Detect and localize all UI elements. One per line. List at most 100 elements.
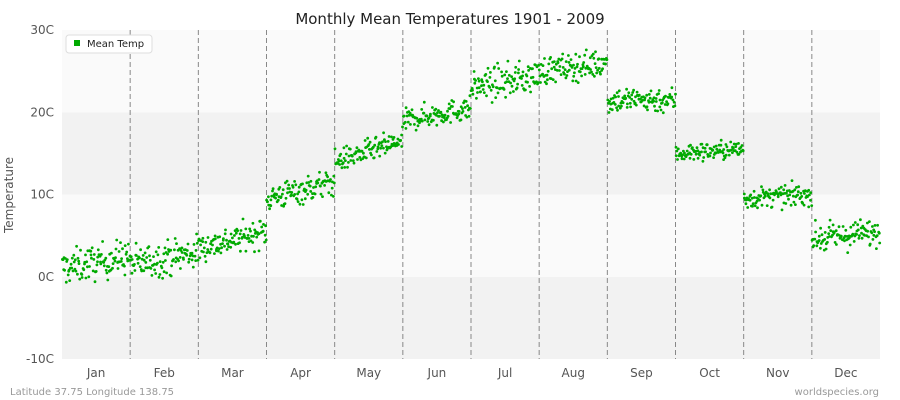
data-point [468, 94, 472, 98]
data-point [236, 229, 240, 233]
data-point [878, 241, 882, 245]
data-point [837, 225, 841, 229]
data-point [186, 242, 190, 246]
data-point [485, 94, 488, 98]
data-point [827, 225, 831, 229]
data-point [520, 84, 524, 87]
data-point [845, 235, 849, 238]
data-point [74, 269, 78, 273]
data-point [567, 54, 570, 57]
data-point [383, 151, 387, 155]
data-point [314, 185, 318, 189]
data-point [641, 99, 644, 102]
data-point [817, 234, 821, 238]
y-axis-ticks: -10C 0C 10C 20C 30C [26, 23, 54, 366]
data-point [877, 231, 881, 235]
data-point [303, 197, 307, 201]
data-point [740, 144, 744, 147]
data-point [839, 234, 843, 238]
data-point [457, 110, 461, 113]
y-tick-label: 20C [30, 105, 54, 119]
data-point [381, 140, 384, 144]
data-point [645, 93, 649, 97]
data-point [856, 228, 860, 232]
data-point [474, 79, 477, 82]
data-point [473, 81, 477, 85]
data-point [107, 265, 111, 268]
data-point [194, 249, 198, 252]
data-point [819, 246, 822, 250]
data-point [489, 88, 493, 92]
data-point [465, 115, 469, 119]
x-tick-label: Sep [630, 366, 653, 380]
data-point [531, 67, 534, 70]
data-point [375, 150, 379, 153]
data-point [318, 170, 321, 174]
data-point [499, 86, 502, 90]
data-point [249, 229, 252, 233]
data-point [239, 229, 243, 232]
data-point [221, 242, 224, 246]
data-point [371, 145, 375, 149]
data-point [567, 68, 571, 72]
data-point [691, 146, 694, 150]
data-point [486, 66, 490, 70]
data-point [786, 194, 789, 198]
data-point [749, 193, 753, 197]
data-point [443, 113, 447, 117]
data-point [617, 95, 620, 98]
data-point [218, 235, 222, 239]
data-point [497, 67, 501, 70]
data-point [807, 205, 811, 209]
data-point [457, 112, 461, 116]
data-point [71, 269, 75, 273]
data-point [100, 253, 103, 256]
data-point [447, 102, 451, 106]
data-point [796, 190, 800, 194]
data-point [233, 234, 236, 237]
data-point [658, 105, 662, 109]
data-point [875, 234, 879, 238]
data-point [737, 142, 740, 145]
data-point [616, 108, 619, 112]
data-point [295, 197, 299, 201]
data-point [527, 69, 530, 72]
data-point [630, 93, 634, 97]
data-point [510, 75, 513, 78]
data-point [88, 265, 91, 268]
data-point [682, 157, 686, 161]
data-point [625, 87, 628, 91]
data-point [312, 186, 315, 189]
data-point [665, 100, 668, 104]
data-point [872, 233, 876, 237]
data-point [298, 202, 302, 206]
data-point [248, 227, 252, 231]
data-point [723, 156, 727, 160]
data-point [481, 80, 484, 84]
data-point [593, 62, 597, 65]
data-point [206, 236, 210, 239]
data-point [815, 244, 819, 248]
data-point [459, 118, 463, 122]
data-point [814, 218, 817, 222]
data-point [296, 200, 300, 204]
data-point [803, 192, 806, 195]
data-point [609, 97, 613, 101]
data-point [244, 249, 248, 253]
data-point [285, 179, 289, 183]
y-tick-label: 10C [30, 188, 54, 202]
data-point [558, 69, 561, 72]
data-point [180, 246, 184, 250]
data-point [537, 68, 541, 72]
data-point [868, 242, 872, 246]
data-point [493, 79, 497, 83]
data-point [679, 151, 683, 155]
data-point [382, 146, 385, 150]
data-point [347, 154, 351, 158]
data-point [581, 65, 585, 68]
data-point [866, 221, 869, 225]
data-point [238, 232, 242, 236]
data-point [787, 197, 790, 201]
data-point [170, 264, 174, 268]
data-point [614, 95, 617, 99]
